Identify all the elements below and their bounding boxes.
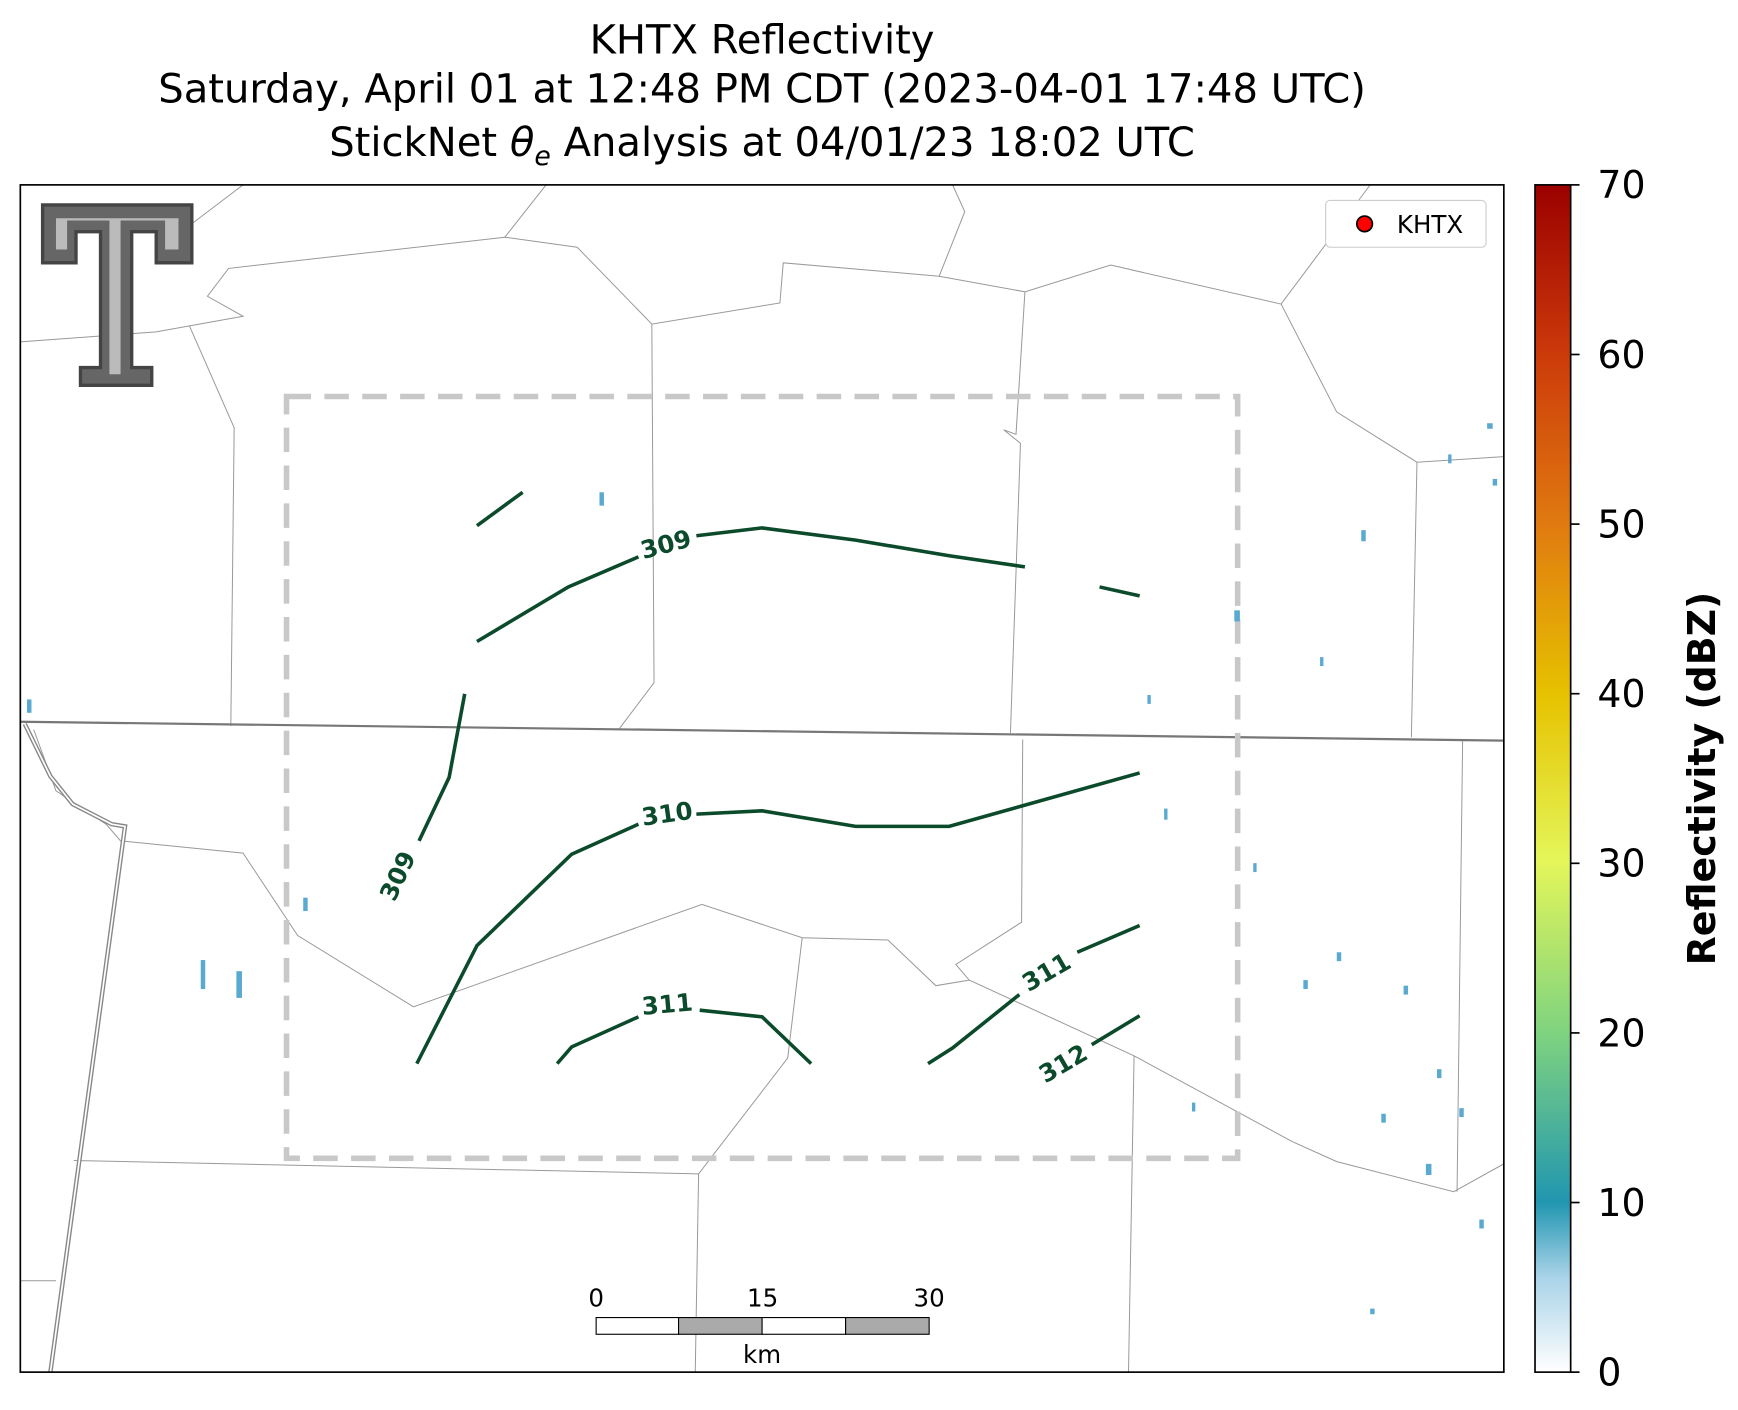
legend-marker <box>1355 215 1374 233</box>
contour-label: 311 <box>1017 947 1076 998</box>
colorbar-tick-label: 40 <box>1597 672 1645 716</box>
title-line: StickNet θe Analysis at 04/01/23 18:02 U… <box>329 120 1195 172</box>
scale-unit: km <box>743 1340 781 1369</box>
legend-label: KHTX <box>1397 210 1463 239</box>
colorbar-tick-label: 10 <box>1597 1181 1645 1225</box>
logo <box>40 203 194 388</box>
scale-tick-label: 0 <box>588 1283 604 1312</box>
map: 309 309 310 311 311 312 km 0 15 30 KHTX <box>20 184 1504 1373</box>
title-line: Saturday, April 01 at 12:48 PM CDT (2023… <box>158 66 1366 112</box>
colorbar-tick-label: 70 <box>1597 163 1645 207</box>
title-symbol: θ <box>510 120 535 166</box>
map-frame <box>19 184 1505 1373</box>
colorbar-label: Reflectivity (dBZ) <box>1680 592 1724 966</box>
colorbar-tick-label: 50 <box>1597 502 1645 546</box>
theta-e-contours: 309 309 310 311 311 312 <box>374 490 1141 1089</box>
title: KHTX Reflectivity Saturday, April 01 at … <box>158 17 1366 171</box>
scale-bar: km 0 15 30 <box>588 1283 944 1369</box>
colorbar-tick-label: 30 <box>1597 842 1645 886</box>
colorbar: Reflectivity (dBZ) 0 10 20 30 40 50 60 70 <box>1534 163 1724 1394</box>
title-line: KHTX Reflectivity <box>590 17 935 63</box>
title-subscript: e <box>534 141 550 172</box>
colorbar-tick-label: 60 <box>1597 333 1645 377</box>
colorbar-tick-label: 0 <box>1597 1350 1621 1394</box>
contour-label: 312 <box>1034 1038 1093 1089</box>
scale-tick-label: 30 <box>914 1283 945 1312</box>
title-text: StickNet <box>329 120 510 166</box>
scale-tick-label: 15 <box>747 1283 778 1312</box>
contour-label: 311 <box>641 988 694 1021</box>
colorbar-tick-label: 20 <box>1597 1011 1645 1055</box>
contour-label: 309 <box>374 847 422 906</box>
reflectivity-echoes <box>27 423 1498 1315</box>
title-text: Analysis at 04/01/23 18:02 UTC <box>551 120 1195 166</box>
contour-label: 310 <box>640 796 695 832</box>
legend: KHTX <box>1325 199 1487 248</box>
colorbar-ramp <box>1534 184 1572 1373</box>
contour-label: 309 <box>637 524 694 565</box>
